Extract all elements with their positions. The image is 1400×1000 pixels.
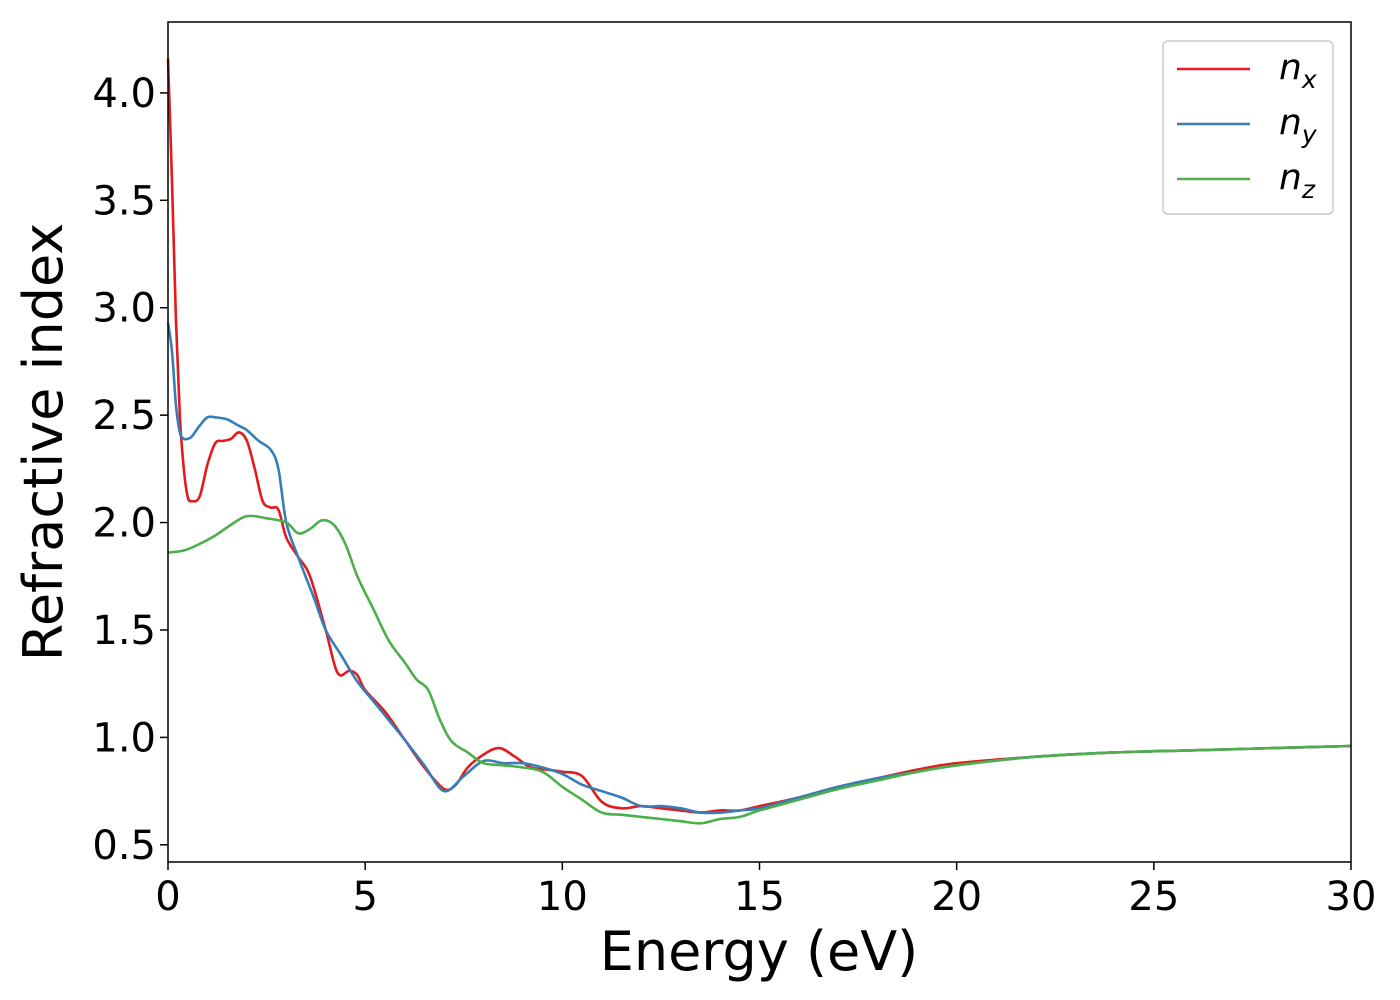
x-tick-label: 30 [1326,874,1377,920]
x-tick-label: 10 [537,874,588,920]
x-tick-label: 0 [155,874,180,920]
y-axis-ticks: 0.5 1.0 1.5 2.0 2.5 3.0 3.5 4.0 [92,71,168,869]
legend: nx ny nz [1162,40,1334,215]
x-tick-label: 20 [931,874,982,920]
legend-label-z: nz [1279,157,1316,204]
y-axis-label: Refractive index [12,223,75,662]
x-axis-label: Energy (eV) [600,920,919,983]
y-tick-label: 1.0 [92,715,156,761]
y-tick-label: 3.0 [92,286,156,332]
y-tick-label: 2.0 [92,501,156,547]
series-line-z [167,514,1352,825]
y-tick-label: 0.5 [92,823,156,869]
x-tick-label: 5 [352,874,377,920]
y-tick-label: 2.5 [92,393,156,439]
legend-box [1162,40,1334,215]
y-tick-label: 4.0 [92,71,156,117]
legend-label-y: ny [1279,102,1318,149]
y-tick-label: 3.5 [92,178,156,224]
x-tick-label: 15 [734,874,785,920]
x-tick-label: 25 [1128,874,1179,920]
series-line-y [166,322,1352,815]
plot-lines [166,58,1352,825]
legend-label-x: nx [1279,47,1317,94]
x-axis-ticks: 0 5 10 15 20 25 30 [155,862,1376,920]
y-tick-label: 1.5 [92,608,156,654]
